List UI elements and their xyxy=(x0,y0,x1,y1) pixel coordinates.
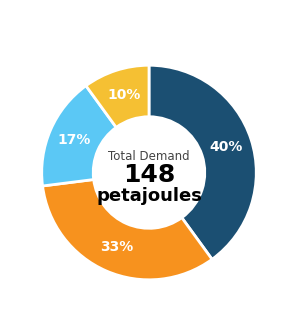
Text: 17%: 17% xyxy=(58,133,91,147)
Text: 33%: 33% xyxy=(100,240,133,254)
Wedge shape xyxy=(42,86,116,186)
Wedge shape xyxy=(86,65,149,127)
Text: 148: 148 xyxy=(123,163,175,187)
Wedge shape xyxy=(43,180,212,280)
Text: petajoules: petajoules xyxy=(96,187,202,205)
Wedge shape xyxy=(149,65,256,259)
Text: Total Demand: Total Demand xyxy=(108,150,190,163)
Text: 40%: 40% xyxy=(210,140,243,154)
Text: 10%: 10% xyxy=(107,88,140,102)
